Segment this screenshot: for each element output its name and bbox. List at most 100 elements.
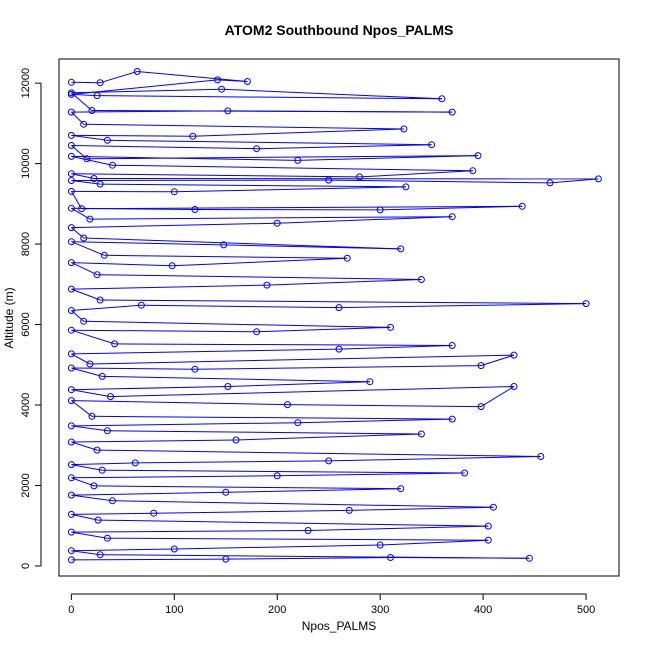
data-point [484, 536, 492, 544]
series-line-segment [71, 513, 99, 521]
data-point [417, 430, 425, 438]
data-point [94, 516, 102, 524]
x-tick-label: 100 [165, 604, 183, 616]
data-point [67, 170, 75, 178]
x-tick-label: 400 [474, 604, 492, 616]
series-line-segment [71, 494, 113, 502]
series-line-segment [71, 389, 111, 398]
data-point [461, 469, 469, 477]
data-point [448, 213, 456, 221]
data-point [366, 378, 374, 386]
data-point [189, 132, 197, 140]
series-line-segment [71, 241, 224, 246]
data-point [90, 482, 98, 490]
data-point [103, 427, 111, 435]
data-point [438, 95, 446, 103]
series-line-segment [297, 418, 453, 424]
data-point [67, 422, 75, 430]
y-tick-label: 2000 [20, 473, 32, 497]
data-point [376, 541, 384, 549]
series-line-segment [225, 488, 401, 493]
data-point [88, 107, 96, 114]
data-point [96, 296, 104, 304]
series-line-segment [83, 237, 401, 250]
series-line-segment [81, 205, 523, 210]
data-point [489, 503, 497, 511]
series-line-segment [71, 207, 195, 210]
data-point [273, 472, 281, 480]
data-point [474, 152, 482, 160]
series-line-segment [71, 288, 101, 301]
series-line-segment [89, 354, 515, 365]
series-line-segment [83, 320, 391, 328]
series-line-segment [359, 170, 473, 178]
series-line-segment [390, 557, 530, 559]
data-point [428, 141, 436, 149]
data-point [96, 551, 104, 559]
data-point [232, 436, 240, 444]
data-point [224, 383, 232, 390]
data-point [67, 386, 75, 394]
data-point [376, 206, 384, 214]
series-line-segment [100, 183, 406, 188]
data-point [67, 556, 75, 564]
data-point [356, 173, 364, 181]
series-line-segment [89, 216, 453, 220]
series-line-segment [71, 134, 108, 141]
data-point [98, 466, 106, 474]
data-point [345, 506, 353, 514]
series-line-segment [71, 530, 309, 533]
series-line-segment [97, 95, 442, 100]
series-line-segment [97, 449, 541, 457]
series-line-segment [71, 222, 278, 229]
series-line-segment [71, 93, 98, 97]
series-line-segment [102, 469, 465, 474]
data-point [93, 271, 101, 279]
series-layer [67, 68, 602, 564]
data-point [484, 522, 492, 530]
series-line-segment [71, 367, 195, 370]
data-point [400, 125, 408, 133]
series-line-segment [71, 88, 222, 94]
series-line-segment [83, 123, 404, 130]
series-line-segment [100, 71, 138, 84]
series-line-segment [71, 386, 228, 391]
data-point [469, 167, 477, 175]
data-point [343, 254, 351, 262]
series-line-segment [380, 539, 489, 546]
series-line-segment [217, 79, 248, 82]
series-line-segment [480, 386, 515, 408]
series-line-segment [71, 329, 115, 345]
data-point [86, 360, 94, 368]
data-point [525, 554, 533, 562]
series-line-segment [236, 433, 422, 441]
series-line-segment [71, 207, 91, 220]
series-line-segment [256, 144, 432, 150]
series-line-segment [71, 92, 93, 111]
series-line-segment [549, 178, 599, 184]
series-line-segment [71, 558, 226, 561]
series-line-segment [223, 244, 401, 250]
data-point [518, 202, 526, 210]
data-point [168, 262, 176, 270]
data-point [243, 78, 251, 85]
series-line-segment [91, 415, 453, 420]
data-point [222, 488, 230, 496]
data-point [67, 78, 75, 86]
series-line-segment [277, 216, 453, 224]
data-point [67, 259, 75, 267]
data-point [284, 401, 291, 409]
data-point [67, 131, 75, 139]
series-line-segment [71, 134, 193, 137]
data-point [93, 446, 101, 454]
y-tick-label: 4000 [20, 393, 32, 417]
data-point [67, 204, 75, 212]
data-point [80, 120, 88, 128]
data-point [170, 545, 178, 553]
data-point [150, 509, 158, 517]
data-point [325, 176, 333, 184]
series-line-segment [107, 430, 422, 435]
data-point [67, 285, 75, 293]
series-line-segment [328, 179, 551, 184]
data-point [214, 76, 221, 84]
